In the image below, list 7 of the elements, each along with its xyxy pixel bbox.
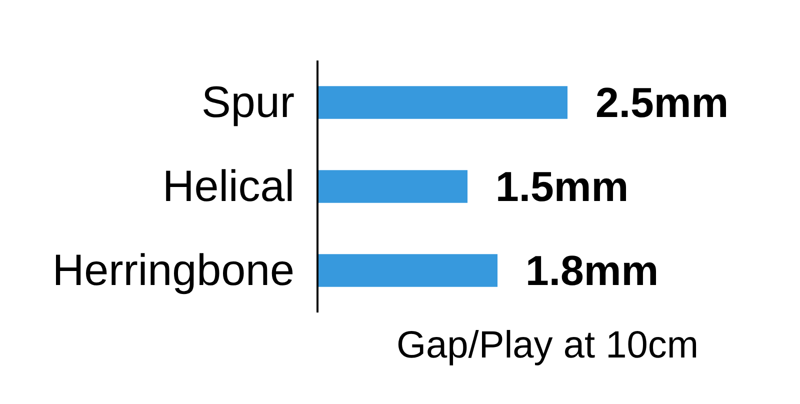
x-axis-title: Gap/Play at 10cm: [396, 324, 699, 366]
y-tick-label: Herringbone: [52, 246, 295, 295]
data-label: 1.5mm: [496, 163, 629, 210]
y-tick-label: Helical: [162, 162, 295, 211]
y-tick-label: Spur: [202, 78, 295, 127]
data-label: 2.5mm: [596, 79, 729, 126]
data-label: 1.8mm: [526, 247, 659, 294]
